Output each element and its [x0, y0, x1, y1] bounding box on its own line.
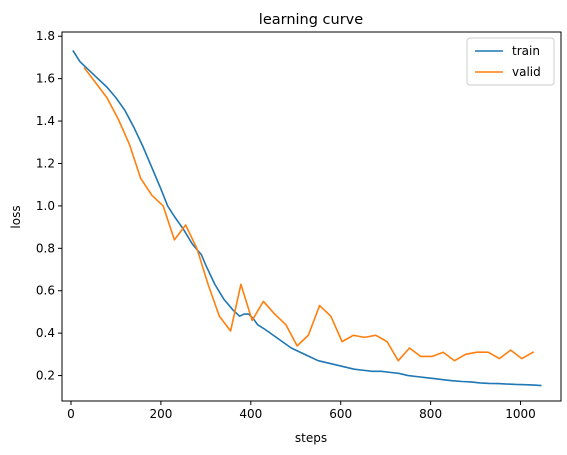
plot-frame [61, 31, 562, 402]
y-tick-label: 1.6 [36, 72, 55, 86]
x-tick-label: 800 [419, 407, 442, 421]
legend-box [466, 37, 555, 86]
y-tick-label: 0.8 [36, 241, 55, 255]
x-tick-label: 1000 [505, 407, 536, 421]
y-tick-label: 1.0 [36, 199, 55, 213]
chart-title: learning curve [259, 12, 363, 28]
series-line-valid [83, 66, 535, 362]
y-axis-ticks: 0.2 0.4 0.6 0.8 1.0 1.2 1.4 1.6 1.8 [36, 29, 62, 383]
y-axis-label: loss [9, 205, 23, 228]
x-axis-label: steps [295, 431, 327, 445]
x-tick-label: 400 [239, 407, 262, 421]
y-tick-label: 1.8 [36, 29, 55, 43]
y-tick-label: 0.6 [36, 284, 55, 298]
legend: train valid [466, 37, 555, 86]
y-tick-label: 1.2 [36, 156, 55, 170]
plot-area [61, 31, 562, 402]
series-line-train [72, 49, 542, 387]
x-tick-label: 200 [149, 407, 172, 421]
x-axis-ticks: 0 200 400 600 800 1000 [67, 401, 536, 421]
legend-label-valid: valid [512, 65, 541, 79]
x-tick-label: 0 [67, 407, 75, 421]
legend-label-train: train [512, 44, 540, 58]
y-tick-label: 0.4 [36, 326, 55, 340]
x-tick-label: 600 [329, 407, 352, 421]
y-tick-label: 0.2 [36, 369, 55, 383]
y-tick-label: 1.4 [36, 114, 55, 128]
